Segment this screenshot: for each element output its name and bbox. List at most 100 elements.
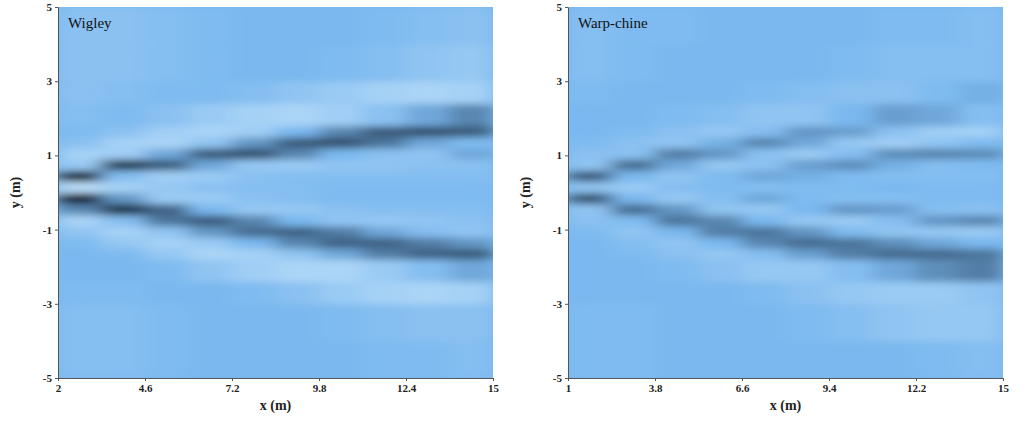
cell bbox=[568, 170, 612, 182]
cell bbox=[568, 259, 612, 282]
cell bbox=[450, 304, 494, 342]
cell bbox=[145, 215, 189, 227]
cell bbox=[829, 237, 873, 249]
cell bbox=[786, 193, 830, 205]
cell bbox=[829, 7, 873, 45]
x-tick: 12.4 bbox=[397, 378, 417, 394]
cell bbox=[916, 81, 960, 104]
cell bbox=[450, 248, 494, 260]
cell bbox=[612, 103, 656, 126]
cell bbox=[873, 282, 917, 305]
cell bbox=[568, 44, 612, 82]
cell bbox=[319, 126, 363, 138]
cell bbox=[568, 341, 612, 378]
y-tick: 5 bbox=[47, 1, 59, 13]
cell bbox=[960, 226, 1004, 238]
cell bbox=[145, 304, 189, 342]
cell bbox=[699, 181, 743, 193]
cell bbox=[363, 44, 407, 82]
cell bbox=[58, 226, 102, 238]
y-tick-mark bbox=[55, 155, 58, 156]
cell bbox=[232, 237, 276, 249]
y-tick: -5 bbox=[553, 372, 568, 384]
cell bbox=[699, 159, 743, 171]
cell bbox=[232, 204, 276, 216]
cell bbox=[58, 248, 102, 260]
y-tick-mark bbox=[55, 7, 58, 8]
cell bbox=[189, 304, 233, 342]
cell bbox=[873, 126, 917, 138]
cell bbox=[873, 259, 917, 282]
cell bbox=[916, 7, 960, 45]
cell bbox=[655, 304, 699, 342]
cell bbox=[102, 137, 146, 149]
x-tick-mark bbox=[916, 378, 917, 381]
cell bbox=[145, 193, 189, 205]
x-tick-mark bbox=[829, 378, 830, 381]
cell bbox=[145, 226, 189, 238]
cell bbox=[786, 159, 830, 171]
cell bbox=[276, 304, 320, 342]
cell bbox=[829, 44, 873, 82]
cell bbox=[612, 259, 656, 282]
cell bbox=[960, 259, 1004, 282]
cell bbox=[916, 148, 960, 160]
cell bbox=[568, 304, 612, 342]
cell bbox=[189, 7, 233, 45]
cell bbox=[145, 103, 189, 126]
cell bbox=[363, 259, 407, 282]
x-tick-mark bbox=[493, 378, 494, 381]
cell bbox=[319, 81, 363, 104]
y-axis-line bbox=[58, 8, 59, 379]
cell bbox=[829, 341, 873, 378]
cell bbox=[232, 44, 276, 82]
cell bbox=[406, 7, 450, 45]
cell bbox=[232, 304, 276, 342]
cell bbox=[450, 226, 494, 238]
y-tick-mark bbox=[55, 81, 58, 82]
x-tick: 7.2 bbox=[226, 378, 240, 394]
cell bbox=[655, 226, 699, 238]
cell bbox=[102, 103, 146, 126]
cell bbox=[742, 159, 786, 171]
cell bbox=[406, 193, 450, 205]
cell bbox=[145, 170, 189, 182]
cell bbox=[655, 7, 699, 45]
cell bbox=[232, 103, 276, 126]
y-tick: 3 bbox=[47, 75, 59, 87]
cell bbox=[145, 137, 189, 149]
cell bbox=[450, 159, 494, 171]
cell bbox=[276, 237, 320, 249]
x-axis-title: x (m) bbox=[260, 398, 292, 414]
cell bbox=[916, 126, 960, 138]
y-tick: -1 bbox=[43, 224, 58, 236]
cell bbox=[873, 341, 917, 378]
cell bbox=[916, 137, 960, 149]
cell bbox=[786, 204, 830, 216]
cell bbox=[873, 204, 917, 216]
cell bbox=[406, 304, 450, 342]
cell bbox=[102, 304, 146, 342]
cell bbox=[960, 237, 1004, 249]
cell bbox=[612, 170, 656, 182]
cell bbox=[232, 81, 276, 104]
cell bbox=[450, 44, 494, 82]
cell bbox=[786, 126, 830, 138]
cell bbox=[363, 304, 407, 342]
cell bbox=[232, 341, 276, 378]
cell bbox=[189, 103, 233, 126]
y-tick: 3 bbox=[557, 75, 569, 87]
x-tick-mark bbox=[742, 378, 743, 381]
cell bbox=[58, 304, 102, 342]
cell bbox=[232, 226, 276, 238]
cell bbox=[829, 193, 873, 205]
cell bbox=[145, 341, 189, 378]
cell bbox=[189, 282, 233, 305]
heatmap-cells bbox=[568, 7, 1003, 378]
panel: 13.86.69.412.215-5-3-1135x (m)y (m)Warp-… bbox=[518, 1, 1010, 414]
cell bbox=[450, 181, 494, 193]
cell bbox=[786, 170, 830, 182]
cell bbox=[363, 237, 407, 249]
cell bbox=[655, 341, 699, 378]
cell bbox=[363, 193, 407, 205]
